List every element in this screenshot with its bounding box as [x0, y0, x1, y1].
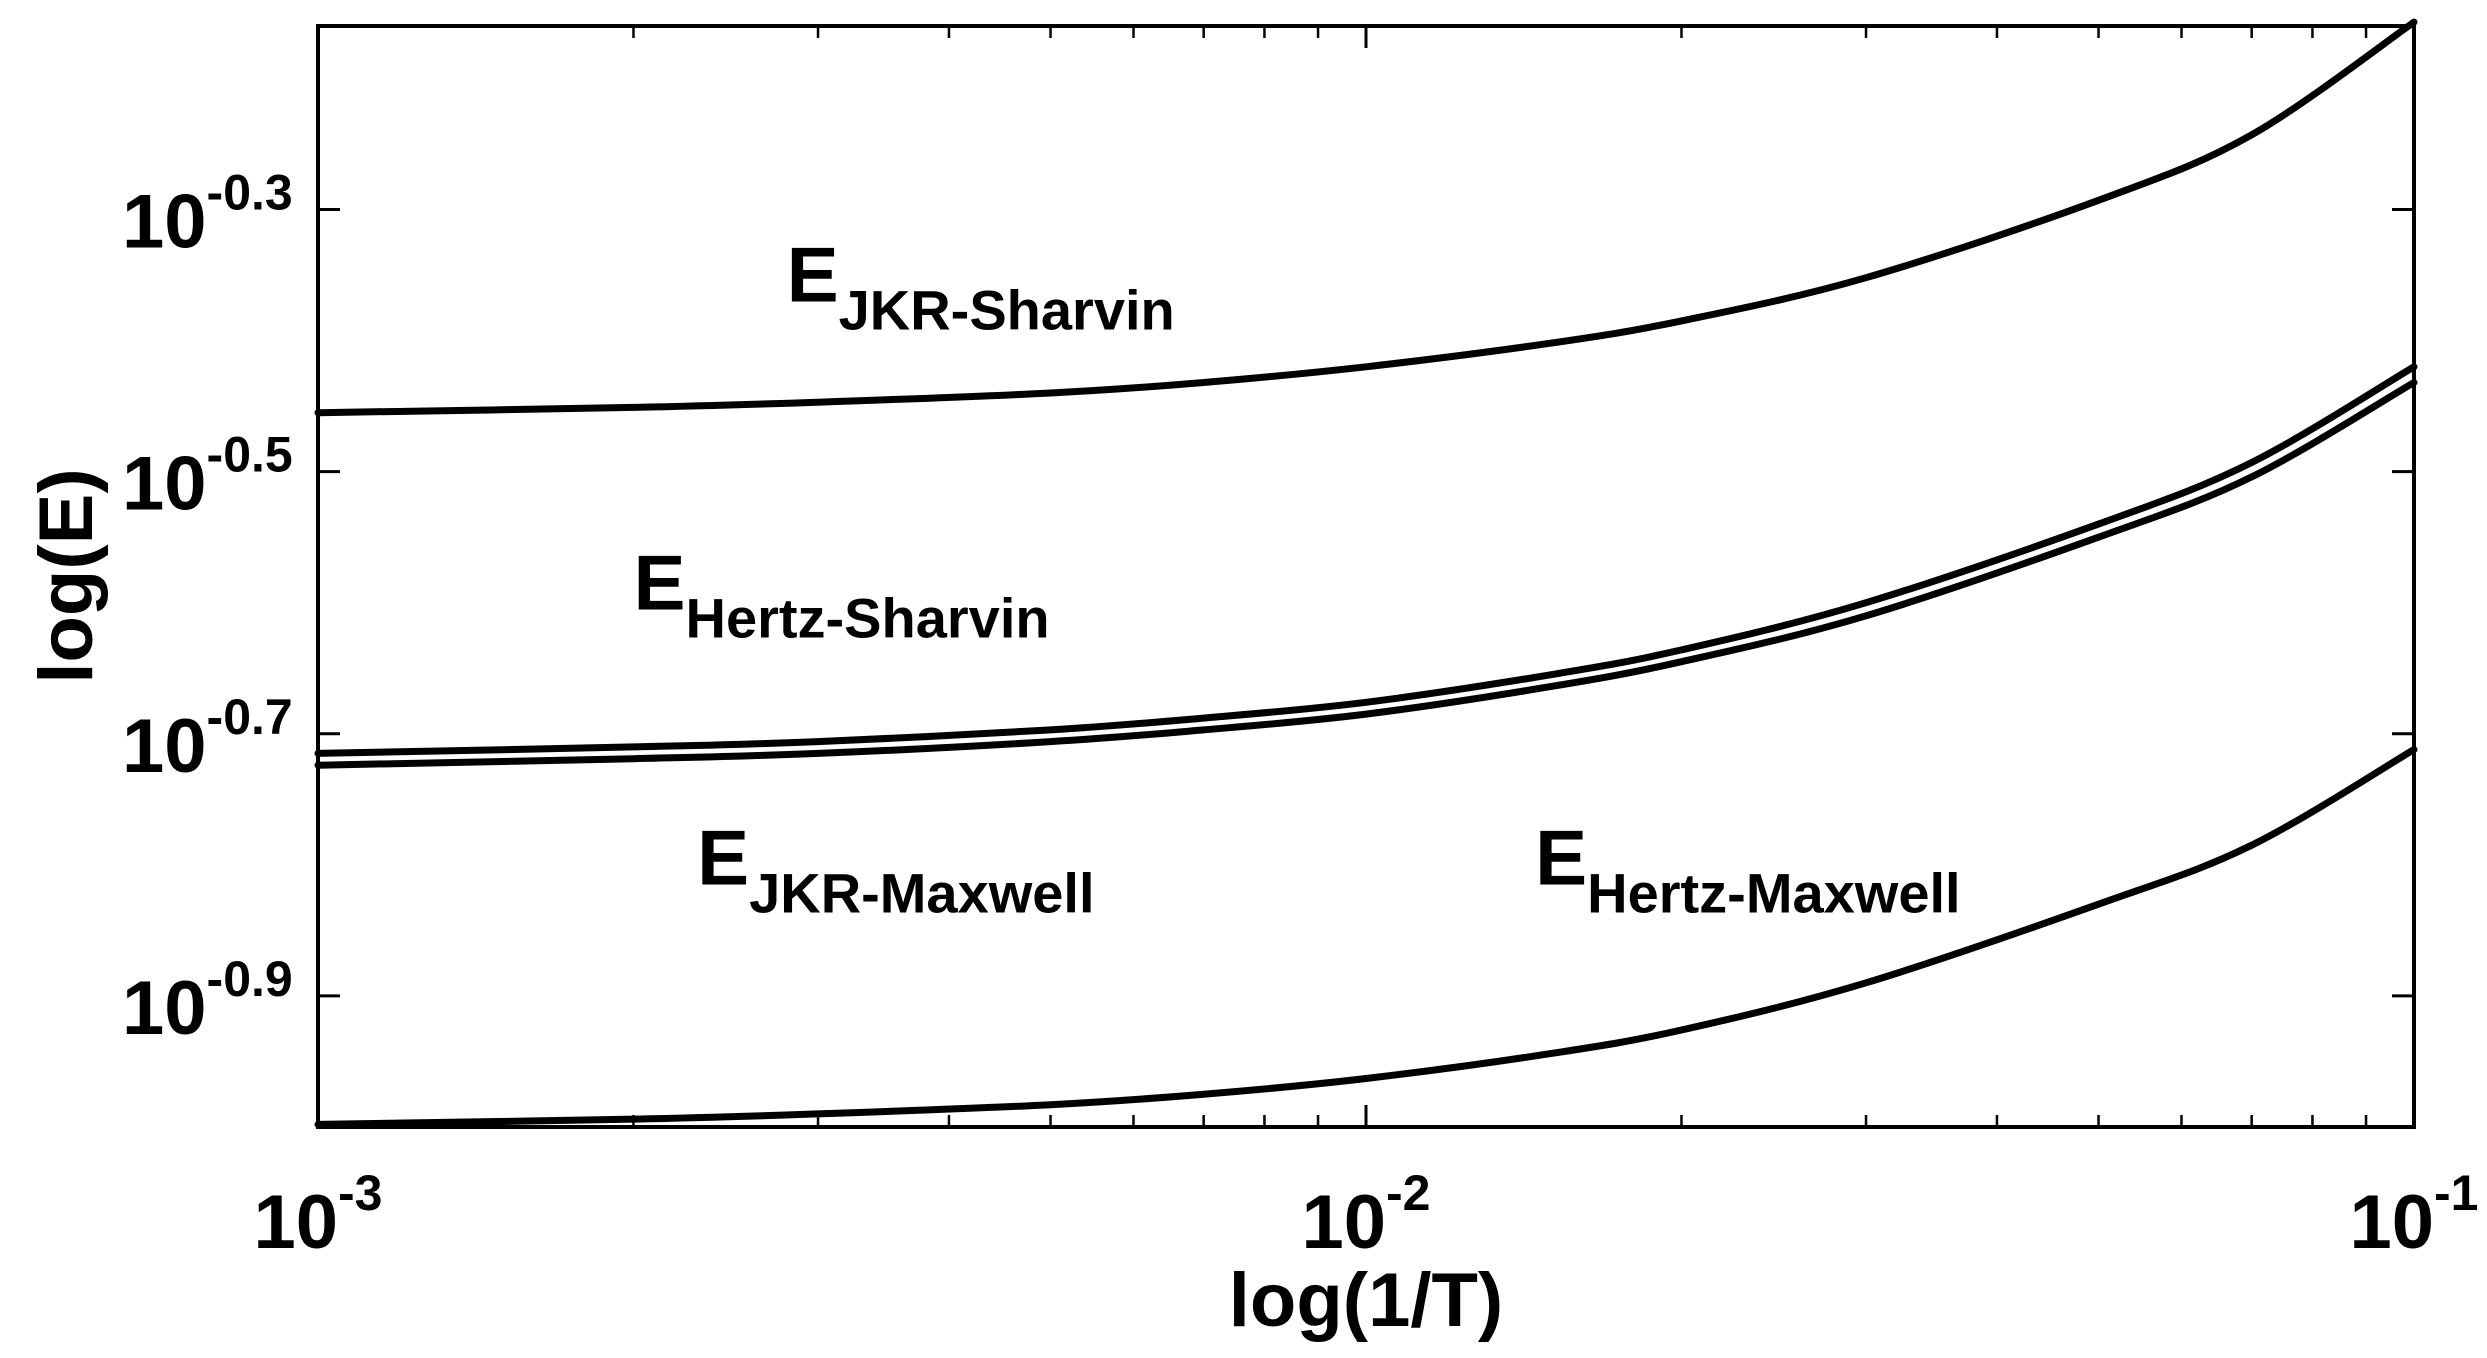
curve-annotation-subscript: JKR-Maxwell — [749, 862, 1094, 925]
x-tick-label-base: 10 — [2349, 1180, 2434, 1265]
y-tick-label-exponent: -0.7 — [207, 689, 293, 745]
curve-annotation-main: E — [697, 814, 749, 902]
y-tick-label-exponent: -0.9 — [207, 951, 293, 1007]
series-line-1 — [314, 18, 2418, 417]
curve-annotation: EHertz-Sharvin — [633, 538, 1049, 649]
y-tick-label-base: 10 — [122, 966, 207, 1051]
plot-frame — [316, 24, 2416, 1129]
x-tick-label: 10-2 — [1301, 1165, 1430, 1265]
curve-annotation-main: E — [633, 538, 685, 626]
y-tick-label: 10-0.3 — [122, 165, 293, 265]
curve-annotation-main: E — [1535, 814, 1587, 902]
x-tick-label: 10-1 — [2349, 1165, 2478, 1265]
curve-annotation: EJKR-Maxwell — [697, 814, 1094, 925]
labels-layer: 10-3 10-2 10-110-0.310-0.510-0.710-0.9EJKR… — [122, 165, 2479, 1266]
series-line-4 — [314, 746, 2418, 1128]
x-tick-label-exponent: -3 — [338, 1165, 382, 1221]
curve-annotation-subscript: JKR-Sharvin — [839, 278, 1175, 341]
curve-annotation: EJKR-Sharvin — [787, 230, 1175, 341]
y-axis-title: log(E) — [24, 468, 109, 683]
y-tick-label: 10-0.7 — [122, 689, 293, 789]
y-tick-label-base: 10 — [122, 180, 207, 265]
curve-annotation-main: E — [787, 230, 839, 318]
y-tick-label-exponent: -0.5 — [207, 427, 293, 483]
x-tick-label: 10-3 — [253, 1165, 382, 1265]
series-line-2 — [314, 363, 2418, 757]
series-layer — [314, 18, 2418, 1128]
x-tick-label-base: 10 — [253, 1180, 338, 1265]
y-tick-label: 10-0.5 — [122, 427, 293, 527]
curve-annotation-subscript: Hertz-Maxwell — [1587, 862, 1960, 925]
y-tick-label-base: 10 — [122, 442, 207, 527]
x-tick-label-exponent: -1 — [2434, 1165, 2478, 1221]
x-tick-label-base: 10 — [1301, 1180, 1386, 1265]
series-line-3 — [314, 379, 2418, 769]
y-tick-label-exponent: -0.3 — [207, 165, 293, 221]
y-tick-label-base: 10 — [122, 704, 207, 789]
x-axis-title: log(1/T) — [1229, 1258, 1503, 1343]
curve-annotation-subscript: Hertz-Sharvin — [686, 586, 1050, 649]
y-tick-label: 10-0.9 — [122, 951, 293, 1051]
x-tick-label-exponent: -2 — [1386, 1165, 1430, 1221]
curve-annotation: EHertz-Maxwell — [1535, 814, 1960, 925]
